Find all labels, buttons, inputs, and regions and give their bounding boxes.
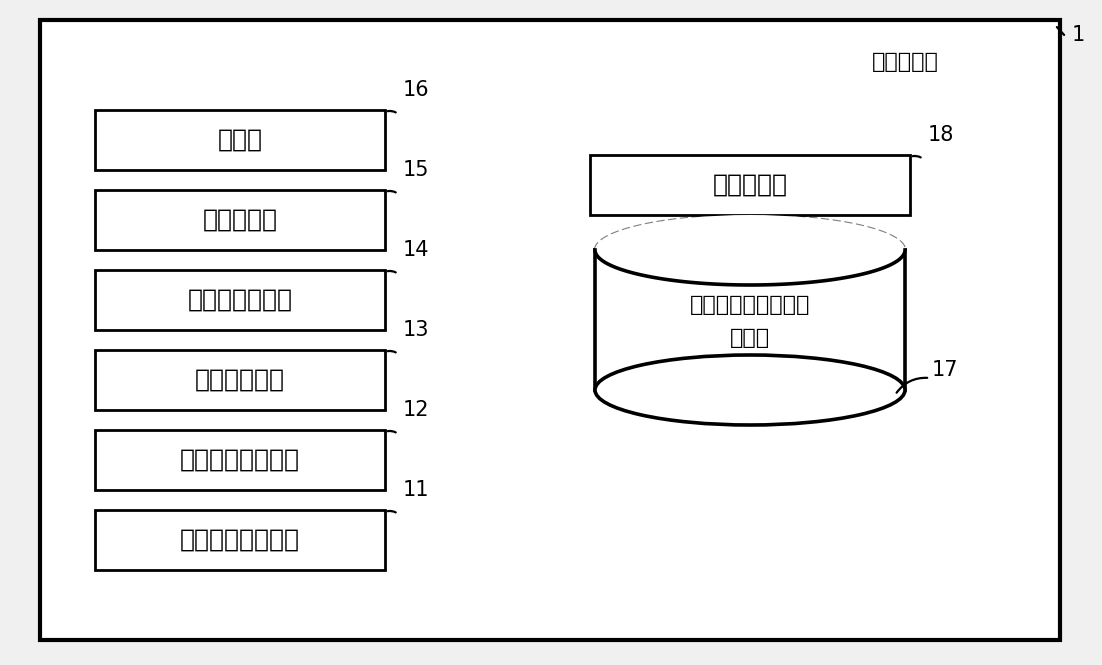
- Text: 18: 18: [928, 125, 954, 145]
- Text: 膝関節テンプレート: 膝関節テンプレート: [690, 295, 810, 315]
- Bar: [95, 110, 385, 170]
- Bar: [95, 190, 385, 250]
- Text: デプス画像取得部: デプス画像取得部: [180, 528, 300, 552]
- Text: 点群データ変換部: 点群データ変換部: [180, 448, 300, 472]
- Text: 軸推定装置: 軸推定装置: [872, 52, 939, 72]
- Text: 膝関節検出部: 膝関節検出部: [195, 368, 285, 392]
- Bar: [95, 350, 385, 410]
- Text: 14: 14: [403, 240, 430, 260]
- Text: 1: 1: [1071, 25, 1084, 45]
- Bar: [595, 250, 905, 390]
- Text: 凸部決定部: 凸部決定部: [203, 208, 278, 232]
- Bar: [590, 155, 910, 215]
- Text: 部分点群検出部: 部分点群検出部: [187, 288, 292, 312]
- Ellipse shape: [595, 355, 905, 425]
- Text: 11: 11: [403, 480, 430, 500]
- Text: 12: 12: [403, 400, 430, 420]
- Ellipse shape: [595, 215, 905, 285]
- Text: 推定部: 推定部: [217, 128, 262, 152]
- Bar: [95, 510, 385, 570]
- Text: 記憂部: 記憂部: [730, 328, 770, 348]
- Text: 15: 15: [403, 160, 430, 180]
- Bar: [95, 270, 385, 330]
- Text: 17: 17: [932, 360, 959, 380]
- Bar: [95, 430, 385, 490]
- Text: 13: 13: [403, 320, 430, 340]
- Text: 16: 16: [403, 80, 430, 100]
- Text: 角度測定部: 角度測定部: [713, 173, 788, 197]
